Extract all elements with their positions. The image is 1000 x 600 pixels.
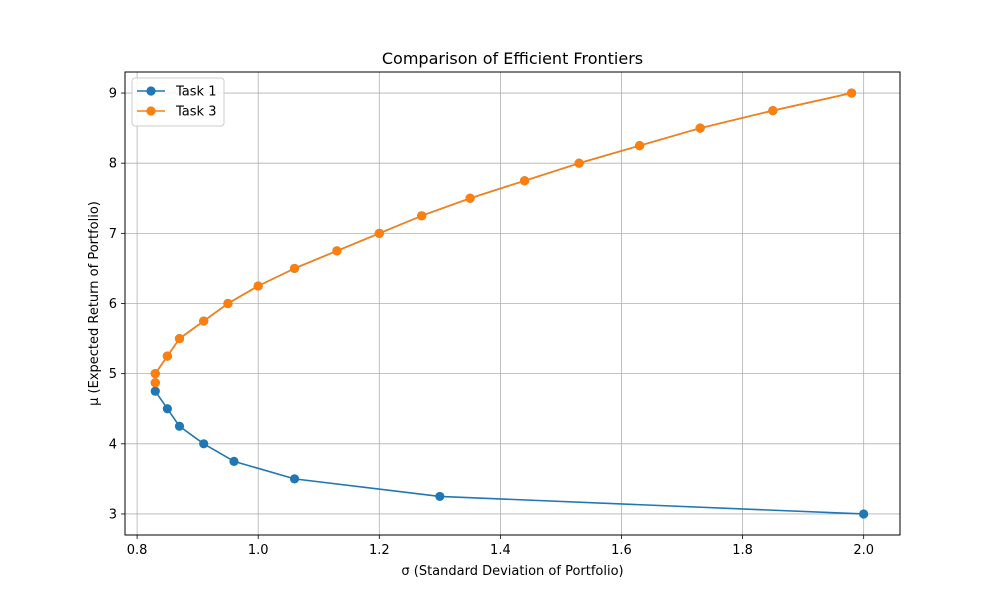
data-point	[150, 378, 160, 388]
data-point	[150, 369, 160, 379]
legend: Task 1 Task 3	[131, 77, 225, 127]
y-tick-label: 3	[109, 507, 117, 522]
y-tick-label: 8	[109, 157, 117, 172]
data-point	[374, 228, 384, 238]
data-point	[229, 456, 239, 466]
data-point	[174, 333, 185, 344]
data-point	[846, 88, 857, 98]
data-point	[520, 176, 530, 186]
legend-swatch-marker	[146, 106, 156, 116]
data-point	[199, 316, 209, 326]
data-point	[162, 404, 172, 414]
data-point	[417, 211, 427, 221]
data-point	[223, 298, 233, 309]
data-point	[465, 193, 475, 203]
series-layer	[150, 88, 869, 519]
data-point	[635, 141, 645, 151]
y-tick-label: 9	[109, 87, 117, 102]
data-point	[332, 246, 342, 256]
x-tick-label: 0.8	[127, 543, 148, 558]
legend-label: Task 3	[175, 105, 216, 120]
data-point	[859, 509, 869, 519]
x-tick-label: 2.0	[853, 543, 874, 558]
y-tick-label: 5	[109, 367, 117, 382]
data-point	[289, 474, 300, 484]
data-point	[435, 491, 445, 502]
data-point	[253, 281, 263, 291]
data-point	[289, 263, 300, 274]
x-tick-label: 1.6	[611, 543, 632, 558]
data-point	[768, 105, 778, 116]
data-point	[174, 421, 185, 431]
y-tick-label: 7	[109, 227, 117, 242]
legend-label: Task 1	[175, 85, 216, 100]
x-tick-label: 1.4	[490, 543, 511, 558]
data-point	[695, 123, 705, 133]
grid	[125, 72, 900, 535]
y-axis-label: μ (Expected Return of Portfolio)	[87, 201, 102, 406]
series-2	[150, 88, 857, 388]
x-tick-label: 1.2	[369, 543, 390, 558]
y-tick-label: 4	[109, 437, 117, 452]
legend-swatch-marker	[146, 86, 156, 96]
x-axis-label: σ (Standard Deviation of Portfolio)	[401, 564, 623, 579]
chart-title: Comparison of Efficient Frontiers	[382, 49, 643, 68]
ticks: 0.8 1.0 1.2 1.4 1.6 1.8 2.0 3 4 5 6 7 8 9	[109, 87, 874, 558]
data-point	[199, 439, 209, 449]
data-point	[150, 386, 160, 396]
x-tick-label: 1.0	[248, 543, 269, 558]
data-point	[574, 158, 584, 168]
x-tick-label: 1.8	[732, 543, 753, 558]
y-tick-label: 6	[109, 297, 117, 312]
data-point	[162, 351, 172, 361]
